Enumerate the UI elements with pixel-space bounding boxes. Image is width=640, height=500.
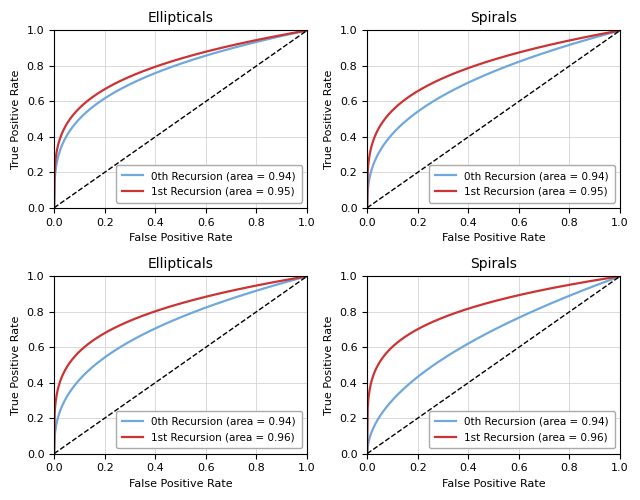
- Line: 0th Recursion (area = 0.94): 0th Recursion (area = 0.94): [367, 30, 620, 208]
- 0th Recursion (area = 0.94): [187, 310, 195, 316]
- 1st Recursion (area = 0.96): [172, 302, 180, 308]
- Y-axis label: True Positive Rate: True Positive Rate: [324, 316, 334, 414]
- 1st Recursion (area = 0.95): [303, 28, 311, 34]
- 1st Recursion (area = 0.96): [201, 294, 209, 300]
- Y-axis label: True Positive Rate: True Positive Rate: [11, 316, 21, 414]
- 1st Recursion (area = 0.96): [364, 450, 371, 456]
- 1st Recursion (area = 0.95): [51, 205, 58, 211]
- 1st Recursion (area = 0.96): [483, 300, 491, 306]
- 1st Recursion (area = 0.96): [514, 292, 522, 298]
- 1st Recursion (area = 0.95): [172, 57, 180, 63]
- 0th Recursion (area = 0.94): [257, 286, 265, 292]
- Title: Spirals: Spirals: [470, 257, 517, 271]
- 0th Recursion (area = 0.94): [257, 38, 265, 44]
- 1st Recursion (area = 0.95): [500, 54, 508, 60]
- 1st Recursion (area = 0.96): [500, 296, 508, 302]
- X-axis label: False Positive Rate: False Positive Rate: [442, 479, 545, 489]
- 0th Recursion (area = 0.94): [571, 290, 579, 296]
- 0th Recursion (area = 0.94): [616, 28, 624, 34]
- 0th Recursion (area = 0.94): [483, 71, 491, 77]
- Line: 1st Recursion (area = 0.96): 1st Recursion (area = 0.96): [54, 276, 307, 454]
- 0th Recursion (area = 0.94): [297, 28, 305, 34]
- 1st Recursion (area = 0.96): [51, 450, 58, 456]
- 0th Recursion (area = 0.94): [201, 305, 209, 311]
- X-axis label: False Positive Rate: False Positive Rate: [129, 479, 232, 489]
- Title: Ellipticals: Ellipticals: [148, 11, 214, 25]
- 1st Recursion (area = 0.96): [187, 298, 195, 304]
- 0th Recursion (area = 0.94): [483, 330, 491, 336]
- 0th Recursion (area = 0.94): [514, 59, 522, 65]
- Line: 1st Recursion (area = 0.95): 1st Recursion (area = 0.95): [367, 30, 620, 208]
- Line: 1st Recursion (area = 0.96): 1st Recursion (area = 0.96): [367, 276, 620, 454]
- 0th Recursion (area = 0.94): [51, 205, 58, 211]
- 1st Recursion (area = 0.95): [610, 28, 618, 34]
- 0th Recursion (area = 0.94): [500, 64, 508, 70]
- 0th Recursion (area = 0.94): [170, 317, 178, 323]
- Line: 0th Recursion (area = 0.94): 0th Recursion (area = 0.94): [54, 276, 307, 454]
- 0th Recursion (area = 0.94): [297, 275, 305, 281]
- 0th Recursion (area = 0.94): [172, 62, 180, 68]
- Line: 0th Recursion (area = 0.94): 0th Recursion (area = 0.94): [367, 276, 620, 454]
- Title: Ellipticals: Ellipticals: [148, 257, 214, 271]
- 1st Recursion (area = 0.95): [514, 50, 522, 56]
- 1st Recursion (area = 0.95): [297, 28, 305, 34]
- 1st Recursion (area = 0.95): [257, 36, 265, 42]
- 1st Recursion (area = 0.95): [616, 28, 624, 34]
- Line: 1st Recursion (area = 0.95): 1st Recursion (area = 0.95): [54, 30, 307, 208]
- 1st Recursion (area = 0.96): [303, 274, 311, 280]
- 1st Recursion (area = 0.96): [257, 282, 265, 288]
- 0th Recursion (area = 0.94): [610, 276, 618, 281]
- Legend: 0th Recursion (area = 0.94), 1st Recursion (area = 0.96): 0th Recursion (area = 0.94), 1st Recursi…: [116, 410, 302, 449]
- 0th Recursion (area = 0.94): [500, 322, 508, 328]
- 0th Recursion (area = 0.94): [201, 53, 209, 59]
- 1st Recursion (area = 0.95): [170, 58, 178, 64]
- 1st Recursion (area = 0.95): [485, 58, 493, 64]
- 0th Recursion (area = 0.94): [303, 28, 311, 34]
- 0th Recursion (area = 0.94): [172, 316, 180, 322]
- Line: 0th Recursion (area = 0.94): 0th Recursion (area = 0.94): [54, 30, 307, 208]
- 0th Recursion (area = 0.94): [51, 450, 58, 456]
- 1st Recursion (area = 0.95): [201, 49, 209, 55]
- X-axis label: False Positive Rate: False Positive Rate: [442, 233, 545, 243]
- 1st Recursion (area = 0.95): [571, 36, 579, 43]
- Legend: 0th Recursion (area = 0.94), 1st Recursion (area = 0.96): 0th Recursion (area = 0.94), 1st Recursi…: [429, 410, 615, 449]
- Legend: 0th Recursion (area = 0.94), 1st Recursion (area = 0.95): 0th Recursion (area = 0.94), 1st Recursi…: [429, 165, 615, 202]
- 1st Recursion (area = 0.96): [485, 300, 493, 306]
- 0th Recursion (area = 0.94): [610, 29, 618, 35]
- 0th Recursion (area = 0.94): [364, 205, 371, 211]
- 1st Recursion (area = 0.96): [571, 281, 579, 287]
- 0th Recursion (area = 0.94): [485, 70, 493, 76]
- 0th Recursion (area = 0.94): [187, 58, 195, 64]
- 1st Recursion (area = 0.96): [170, 302, 178, 308]
- Y-axis label: True Positive Rate: True Positive Rate: [324, 70, 334, 169]
- X-axis label: False Positive Rate: False Positive Rate: [129, 233, 232, 243]
- Legend: 0th Recursion (area = 0.94), 1st Recursion (area = 0.95): 0th Recursion (area = 0.94), 1st Recursi…: [116, 165, 302, 202]
- 1st Recursion (area = 0.95): [483, 58, 491, 64]
- 1st Recursion (area = 0.96): [297, 274, 305, 280]
- 1st Recursion (area = 0.96): [616, 274, 624, 280]
- 0th Recursion (area = 0.94): [514, 315, 522, 321]
- 1st Recursion (area = 0.96): [610, 274, 618, 280]
- 1st Recursion (area = 0.95): [364, 205, 371, 211]
- 0th Recursion (area = 0.94): [485, 330, 493, 336]
- Title: Spirals: Spirals: [470, 11, 517, 25]
- 0th Recursion (area = 0.94): [364, 450, 371, 456]
- 0th Recursion (area = 0.94): [303, 274, 311, 280]
- 0th Recursion (area = 0.94): [571, 40, 579, 46]
- Y-axis label: True Positive Rate: True Positive Rate: [11, 70, 21, 169]
- 1st Recursion (area = 0.95): [187, 52, 195, 59]
- 0th Recursion (area = 0.94): [616, 274, 624, 280]
- 0th Recursion (area = 0.94): [170, 63, 178, 69]
